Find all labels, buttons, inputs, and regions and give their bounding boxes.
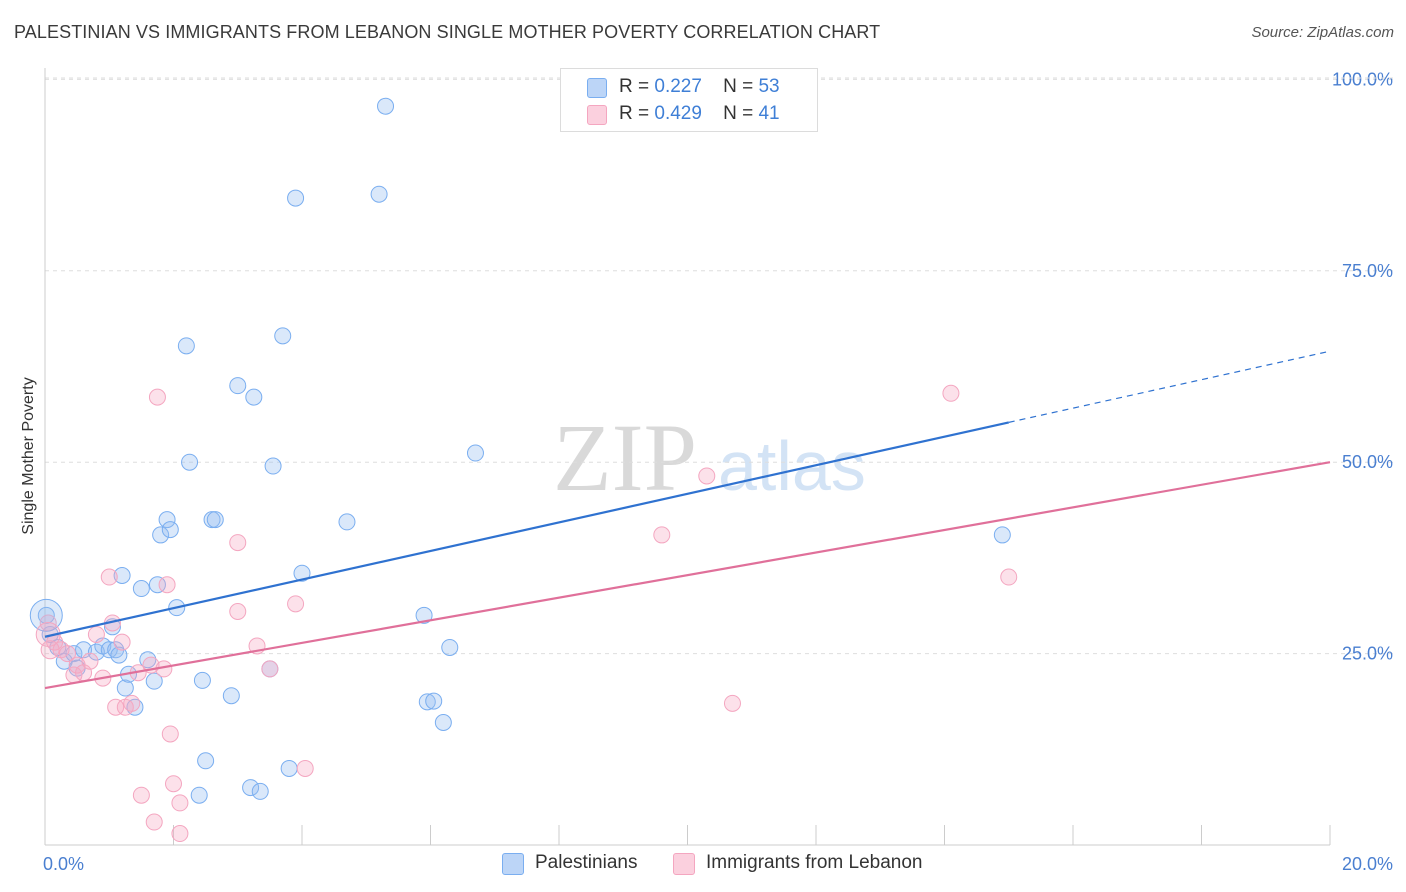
point-palestinians-47 <box>418 693 436 711</box>
point-palestinians-38 <box>264 457 282 475</box>
point-palestinians-43 <box>338 513 356 531</box>
y-tick-label-100: 100.0% <box>1332 69 1393 89</box>
point-lebanon-17 <box>132 786 150 804</box>
point-cluster-lebanon-b <box>40 640 60 660</box>
point-lebanon-7 <box>81 652 99 670</box>
point-lebanon-23 <box>161 725 179 743</box>
point-palestinians-2 <box>49 638 67 656</box>
point-lebanon-36 <box>942 384 960 402</box>
point-lebanon-10 <box>100 568 118 586</box>
point-lebanon-8 <box>87 625 105 643</box>
legend-r-label: R = <box>619 76 650 97</box>
point-palestinians-34 <box>242 779 260 797</box>
point-lebanon-30 <box>261 660 279 678</box>
point-cluster-palestinians <box>29 598 63 632</box>
source-label: Source: ZipAtlas.com <box>1251 24 1394 41</box>
watermark-zip: ZIP <box>553 404 697 511</box>
point-lebanon-13 <box>113 633 131 651</box>
legend-r-value-lebanon: 0.429 <box>654 103 702 124</box>
point-lebanon-19 <box>145 813 163 831</box>
point-palestinians-44 <box>370 185 388 203</box>
point-lebanon-33 <box>653 526 671 544</box>
legend-r-value-palestinians: 0.227 <box>654 76 702 97</box>
point-palestinians-18 <box>139 651 157 669</box>
trendline-lebanon <box>44 461 1331 690</box>
point-palestinians-26 <box>181 453 199 471</box>
legend-swatch-lebanon <box>587 105 607 125</box>
point-lebanon-12 <box>107 698 125 716</box>
x-tick-label-min: 0.0% <box>43 854 84 874</box>
point-lebanon-35 <box>723 694 741 712</box>
point-palestinians-35 <box>245 388 263 406</box>
stats-legend: R = 0.227 N = 53 R = 0.429 N = 41 <box>560 68 818 132</box>
point-palestinians-51 <box>466 444 484 462</box>
point-palestinians-19 <box>145 672 163 690</box>
y-tick-label-75: 75.0% <box>1342 261 1393 281</box>
watermark-atlas: atlas <box>718 427 866 505</box>
point-palestinians-46 <box>415 606 433 624</box>
point-palestinians-28 <box>193 671 211 689</box>
point-lebanon-26 <box>171 794 189 812</box>
y-tick-label-50: 50.0% <box>1342 452 1393 472</box>
legend-n-value-lebanon: 41 <box>758 103 780 124</box>
point-palestinians-31 <box>206 511 224 529</box>
point-lebanon-34 <box>698 467 716 485</box>
point-palestinians-23 <box>161 521 179 539</box>
point-palestinians-21 <box>152 526 170 544</box>
point-palestinians-14 <box>116 679 134 697</box>
point-lebanon-24 <box>165 775 182 793</box>
point-palestinians-20 <box>148 576 166 594</box>
point-palestinians-29 <box>197 752 215 770</box>
point-palestinians-33 <box>229 377 247 395</box>
bottom-legend-label-lebanon: Immigrants from Lebanon <box>706 852 923 873</box>
point-lebanon-3 <box>58 645 76 663</box>
point-palestinians-25 <box>177 337 195 355</box>
point-palestinians-45 <box>377 97 395 115</box>
bottom-legend-swatch-lebanon <box>673 853 695 875</box>
point-palestinians-42 <box>293 564 311 582</box>
legend-n-label: N = <box>723 103 754 124</box>
bottom-legend-label-palestinians: Palestinians <box>535 852 638 873</box>
y-tick-label-25: 25.0% <box>1342 644 1393 664</box>
x-tick-label-max: 20.0% <box>1342 854 1393 874</box>
point-palestinians-7 <box>87 643 105 661</box>
point-lebanon-37 <box>1000 568 1018 586</box>
point-palestinians-36 <box>251 782 269 800</box>
trendline-palestinians-extension <box>1008 350 1331 423</box>
legend-r-label: R = <box>619 103 650 124</box>
point-palestinians-9 <box>100 641 118 659</box>
chart-title: PALESTINIAN VS IMMIGRANTS FROM LEBANON S… <box>14 22 881 42</box>
point-lebanon-32 <box>296 759 314 777</box>
point-lebanon-20 <box>148 388 166 406</box>
point-lebanon-25 <box>171 825 189 843</box>
point-palestinians-49 <box>434 714 452 732</box>
point-lebanon-15 <box>123 694 141 712</box>
bottom-legend-swatch-palestinians <box>502 853 524 875</box>
point-lebanon-31 <box>287 595 305 613</box>
point-palestinians-40 <box>280 759 298 777</box>
point-palestinians-50 <box>441 638 459 656</box>
point-lebanon-28 <box>229 602 247 620</box>
point-lebanon-27 <box>229 534 247 552</box>
point-palestinians-12 <box>110 646 128 664</box>
trendline-palestinians <box>44 421 1009 638</box>
point-palestinians-52 <box>993 526 1011 544</box>
legend-swatch-palestinians <box>587 78 607 98</box>
point-palestinians-32 <box>222 687 240 705</box>
point-palestinians-13 <box>113 567 131 585</box>
point-palestinians-27 <box>190 786 208 804</box>
point-lebanon-22 <box>158 576 176 594</box>
point-palestinians-22 <box>158 511 176 529</box>
point-palestinians-41 <box>287 189 305 207</box>
point-palestinians-17 <box>132 580 150 598</box>
point-palestinians-48 <box>425 692 443 710</box>
point-palestinians-39 <box>274 327 292 345</box>
legend-n-value-palestinians: 53 <box>758 76 780 97</box>
legend-n-label: N = <box>723 76 754 97</box>
